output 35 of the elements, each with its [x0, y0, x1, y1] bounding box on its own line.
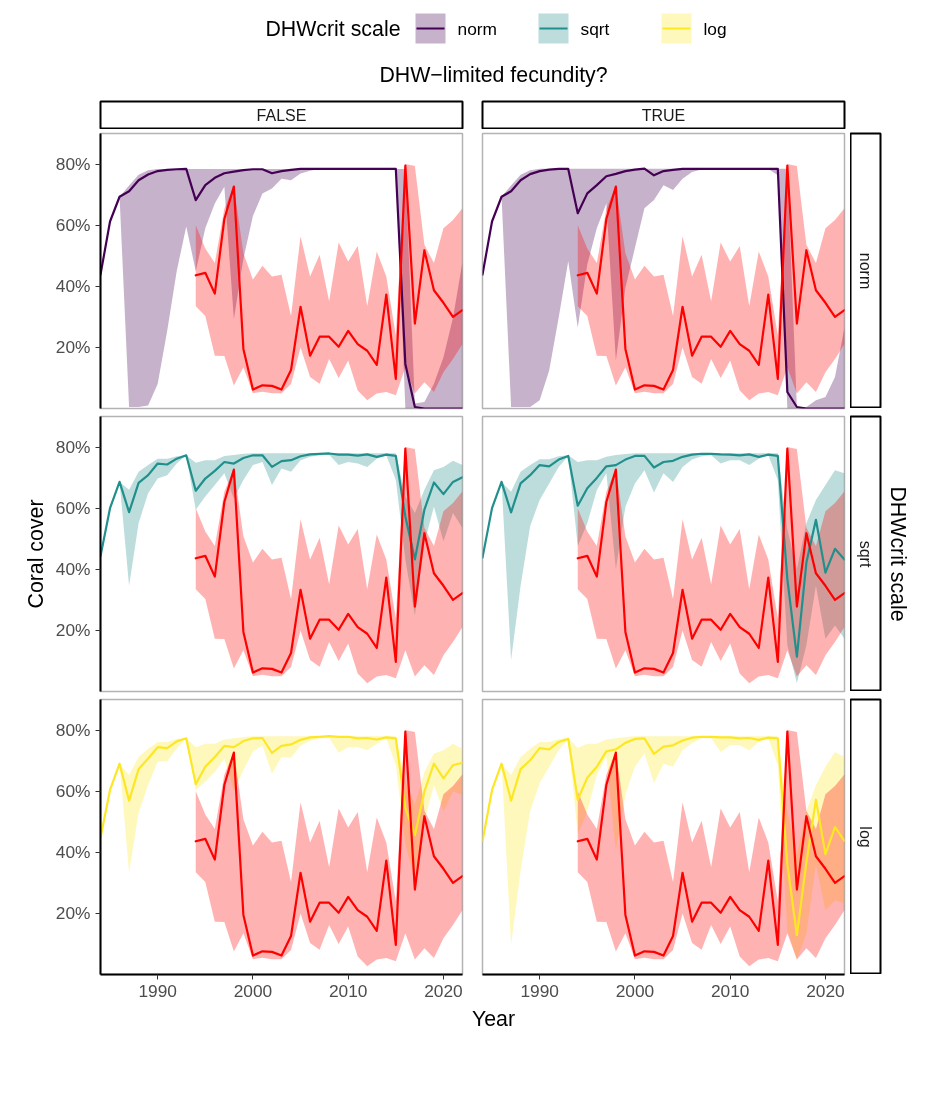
- y-tick-label: 60%: [55, 498, 91, 519]
- chart-title: TRUE: [641, 107, 686, 124]
- y-tick-label: 80%: [55, 720, 91, 741]
- y-tick-label: 40%: [55, 559, 91, 580]
- line-series: [100, 735, 463, 839]
- x-tick-label: 2000: [615, 980, 655, 1001]
- y-tick-label: 40%: [55, 842, 91, 863]
- legend-label: sqrt: [580, 18, 610, 39]
- y-axis-title: Coral cover: [23, 499, 48, 609]
- y-tick-label: 80%: [55, 437, 91, 458]
- legend-label: norm: [457, 18, 497, 39]
- text: sqrt: [857, 540, 874, 568]
- x-tick-label: 1990: [138, 980, 177, 1001]
- text: norm: [857, 252, 874, 290]
- text: log: [857, 826, 874, 848]
- legend-label: log: [703, 18, 727, 39]
- y-tick-label: 80%: [55, 154, 91, 175]
- y-tick-label: 20%: [55, 903, 91, 924]
- chart-title: FALSE: [256, 107, 307, 124]
- text: DHWcrit scale: [885, 486, 910, 622]
- line-series: [100, 452, 463, 561]
- legend-title: DHWcrit scale: [265, 16, 401, 41]
- x-tick-label: 2020: [424, 980, 463, 1001]
- text: DHW−limited fecundity?: [379, 62, 608, 89]
- y-tick-label: 60%: [55, 215, 91, 236]
- y-tick-label: 20%: [55, 620, 91, 641]
- y-tick-label: 60%: [55, 781, 91, 802]
- y-tick-label: 20%: [55, 337, 91, 358]
- y-tick-label: 40%: [55, 276, 91, 297]
- x-axis-title: Year: [471, 1006, 516, 1033]
- x-tick-label: 2020: [806, 980, 845, 1001]
- x-tick-label: 2000: [233, 980, 273, 1001]
- x-tick-label: 2010: [328, 980, 368, 1001]
- x-tick-label: 1990: [520, 980, 559, 1001]
- x-tick-label: 2010: [710, 980, 750, 1001]
